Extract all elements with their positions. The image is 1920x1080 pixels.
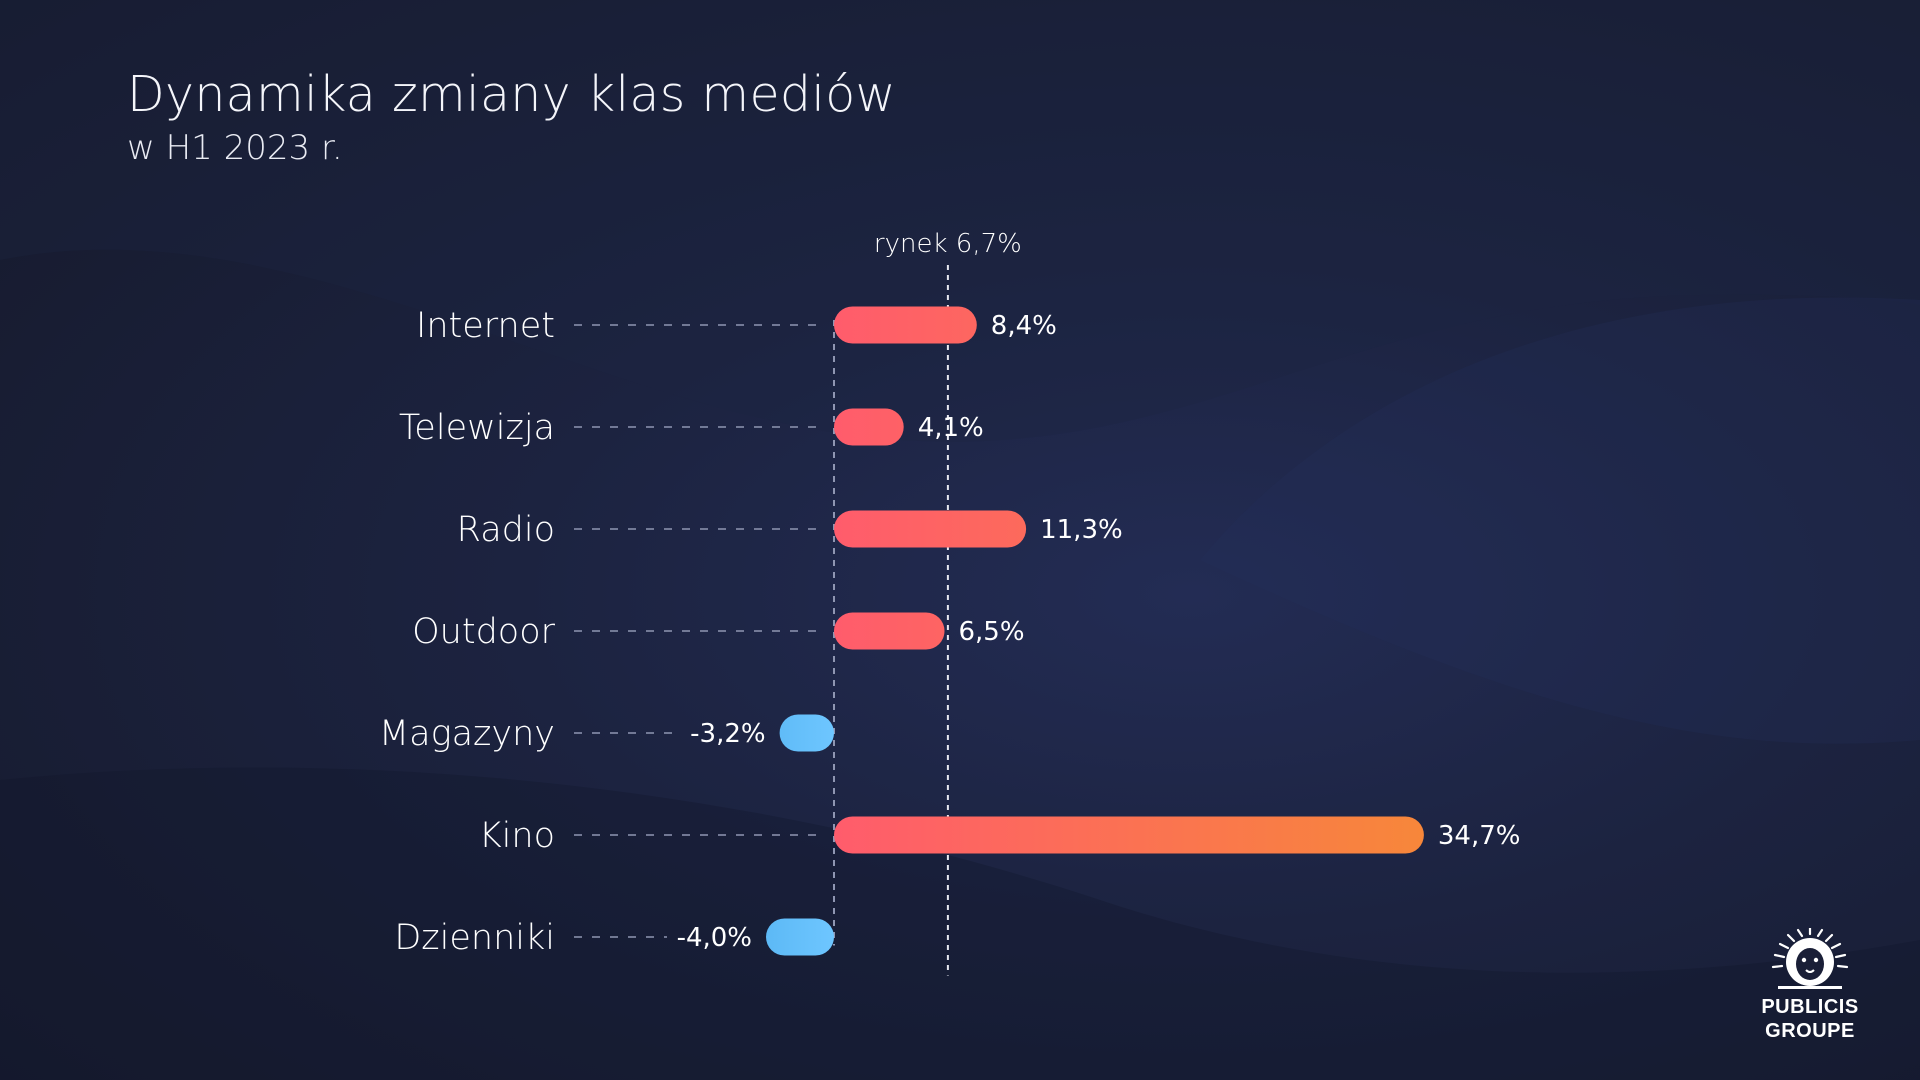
value-label: -3,2%	[690, 719, 765, 749]
bar	[766, 918, 834, 956]
category-label: Kino	[479, 816, 555, 856]
logo-text-publicis: PUBLICIS	[1761, 996, 1859, 1018]
value-label: 11,3%	[1040, 515, 1123, 545]
value-label: 6,5%	[959, 617, 1025, 647]
labels: rynek 6,7% Internet 8,4% Telewizja 4,1% Radio…	[379, 229, 1521, 958]
bar	[779, 714, 834, 752]
market-reference-label: rynek 6,7%	[874, 229, 1022, 259]
value-label: 4,1%	[918, 413, 984, 443]
category-label: Dzienniki	[394, 918, 555, 958]
chart-title: Dynamika zmiany klas mediów	[127, 66, 896, 123]
publicis-groupe-logo: PUBLICIS GROUPE	[1748, 928, 1872, 1048]
category-label: Outdoor	[412, 612, 555, 652]
bar	[834, 612, 945, 650]
bar	[834, 816, 1424, 854]
chart-subtitle: w H1 2023 r.	[127, 128, 343, 168]
logo-text-groupe: GROUPE	[1765, 1020, 1855, 1042]
value-label: 34,7%	[1438, 821, 1521, 851]
bar	[834, 510, 1027, 548]
guide-lines	[574, 265, 949, 976]
category-label: Telewizja	[399, 408, 555, 448]
lion-emblem-icon	[1771, 928, 1849, 989]
value-label: -4,0%	[677, 923, 752, 953]
category-label: Radio	[457, 510, 555, 550]
bar	[834, 306, 977, 344]
category-label: Magazyny	[379, 714, 555, 754]
bars	[766, 306, 1424, 956]
category-label: Internet	[416, 306, 555, 346]
bar	[834, 408, 904, 446]
value-label: 8,4%	[991, 311, 1057, 341]
